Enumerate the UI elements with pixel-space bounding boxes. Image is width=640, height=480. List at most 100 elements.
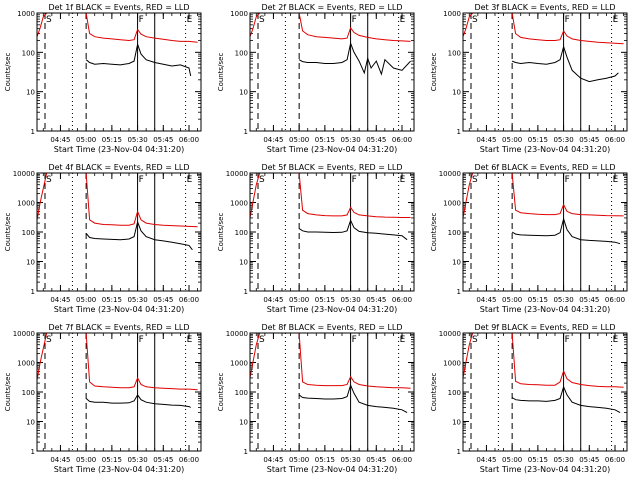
x-axis-label: Start Time (23-Nov-04 04:31:20) [54,305,184,314]
x-tick-label: 06:00 [605,136,625,144]
y-tick-label: 1 [31,288,35,296]
x-tick-label: 05:30 [127,296,147,304]
y-axis-label: Counts/sec [217,213,225,252]
x-tick-label: 05:45 [153,456,173,464]
x-tick-label: 05:15 [102,296,122,304]
x-tick-label: 05:45 [366,136,386,144]
y-tick-label: 1 [244,288,248,296]
plot-frame [36,12,202,132]
marker-label: F [352,15,357,25]
x-tick-label: 04:45 [476,136,496,144]
marker-label: E [400,335,406,345]
x-tick-label: 05:15 [315,296,335,304]
x-tick-label: 06:00 [179,136,199,144]
y-tick-label: 100 [235,229,248,237]
plot-frame [462,172,628,292]
x-tick-label: 05:00 [502,296,522,304]
series-line-events [85,42,192,77]
panel-title: Det 6f BLACK = Events, RED = LLD [474,163,615,172]
marker-label: F [139,15,144,25]
panel-7: Det 7f BLACK = Events, RED = LLD Counts/s… [4,323,202,474]
series-line-lld [250,333,411,389]
x-tick-label: 04:45 [50,136,70,144]
panel-4: Det 4f BLACK = Events, RED = LLD Counts/s… [4,163,202,314]
y-tick-label: 1 [244,448,248,456]
y-tick-label: 1000 [230,200,248,208]
series-line-lld [37,333,198,391]
series-line-events [298,41,411,76]
x-tick-label: 05:15 [102,456,122,464]
x-tick-label: 05:30 [127,456,147,464]
x-tick-label: 05:00 [289,296,309,304]
y-tick-label: 1 [31,128,35,136]
y-tick-label: 100 [22,389,35,397]
x-tick-label: 04:45 [263,296,283,304]
y-tick-label: 100 [448,49,461,57]
panel-title: Det 3f BLACK = Events, RED = LLD [474,3,615,12]
marker-label: E [400,15,406,25]
plot-frame [249,332,415,452]
y-tick-label: 10000 [226,170,248,178]
y-tick-label: 1000 [17,10,35,18]
marker-label: S [472,15,478,25]
x-tick-label: 05:15 [102,136,122,144]
y-axis-label: Counts/sec [430,373,438,412]
y-tick-label: 1000 [443,200,461,208]
y-tick-label: 10000 [439,170,461,178]
marker-label: S [259,175,265,185]
panel-6: Det 6f BLACK = Events, RED = LLD Counts/s… [430,163,628,314]
marker-label: F [352,175,357,185]
x-tick-label: 05:45 [153,296,173,304]
y-tick-label: 1000 [230,10,248,18]
y-tick-label: 10 [239,419,248,427]
y-tick-label: 100 [22,229,35,237]
marker-label: S [472,335,478,345]
x-axis-label: Start Time (23-Nov-04 04:31:20) [267,465,397,474]
marker-label: F [139,335,144,345]
y-tick-label: 1 [457,288,461,296]
y-tick-label: 100 [448,229,461,237]
y-axis-label: Counts/sec [4,213,12,252]
panel-title: Det 1f BLACK = Events, RED = LLD [48,3,189,12]
series-line-events [298,383,408,414]
marker-label: E [613,335,619,345]
x-axis-label: Start Time (23-Nov-04 04:31:20) [480,465,610,474]
series-line-events [511,385,621,414]
x-tick-label: 05:45 [579,456,599,464]
y-tick-label: 10000 [13,170,35,178]
series-line-events [511,44,619,83]
marker-label: E [187,175,193,185]
y-tick-label: 1000 [443,360,461,368]
panel-title: Det 9f BLACK = Events, RED = LLD [474,323,615,332]
y-axis-label: Counts/sec [217,53,225,92]
series-line-lld [250,13,411,42]
y-axis-label: Counts/sec [4,373,12,412]
y-tick-label: 1 [31,448,35,456]
marker-label: E [400,175,406,185]
y-tick-label: 10 [452,89,461,97]
x-tick-label: 05:15 [528,456,548,464]
y-tick-label: 100 [22,49,35,57]
panel-title: Det 8f BLACK = Events, RED = LLD [261,323,402,332]
plot-frame [249,12,415,132]
x-tick-label: 05:30 [340,456,360,464]
x-tick-label: 05:00 [289,136,309,144]
x-tick-label: 05:30 [553,136,573,144]
marker-label: E [187,15,193,25]
series-line-events [298,218,408,241]
x-tick-label: 05:45 [366,296,386,304]
marker-label: S [46,175,52,185]
plot-frame [462,12,628,132]
panel-8: Det 8f BLACK = Events, RED = LLD Counts/s… [217,323,415,474]
series-line-lld [463,173,624,218]
x-tick-label: 05:30 [553,456,573,464]
series-line-lld [37,13,198,43]
x-tick-label: 05:30 [340,296,360,304]
x-tick-label: 05:45 [579,296,599,304]
y-tick-label: 1 [244,128,248,136]
marker-label: E [613,15,619,25]
x-axis-label: Start Time (23-Nov-04 04:31:20) [54,145,184,154]
x-tick-label: 04:45 [50,456,70,464]
panel-title: Det 7f BLACK = Events, RED = LLD [48,323,189,332]
